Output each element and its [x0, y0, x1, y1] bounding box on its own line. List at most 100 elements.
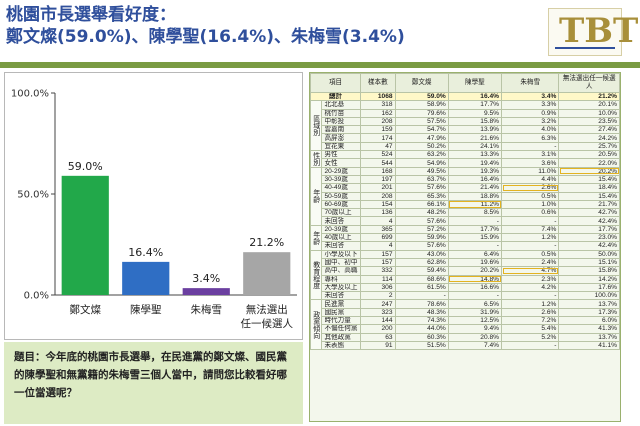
table-cell: 14.8% — [447, 274, 503, 284]
table-cell: 1.2% — [500, 233, 560, 243]
table-header: 項目 — [310, 73, 362, 93]
table-cell: 6.0% — [558, 315, 620, 326]
table-header: 陳學聖 — [447, 73, 503, 93]
table-cell: 50.0% — [558, 249, 620, 259]
table-cell: 3.3% — [500, 100, 560, 110]
row-label: 民進黨 — [321, 299, 362, 309]
table-cell: 18.8% — [447, 191, 503, 201]
table-cell: 49.5% — [394, 166, 449, 176]
table-cell: 24.1% — [447, 141, 503, 152]
table-cell: 63.7% — [394, 174, 449, 185]
table-cell: 208 — [360, 116, 396, 127]
row-label: 雲嘉南 — [321, 125, 362, 135]
table-cell: 63 — [360, 332, 396, 342]
x-tick-label: 任一候選人 — [241, 317, 294, 330]
table-cell: 208 — [360, 191, 396, 201]
title-line-2: 鄭文燦(59.0%)、陳學聖(16.4%)、朱梅雪(3.4%) — [6, 27, 405, 47]
table-cell: 699 — [360, 233, 396, 243]
table-cell: 174 — [360, 133, 396, 143]
table-cell: 2.6% — [500, 307, 560, 318]
bar-value-label: 16.4% — [128, 246, 163, 259]
table-cell: 8.5% — [447, 208, 503, 218]
table-cell: 136 — [360, 208, 396, 218]
table-row: 時代力量 144 74.3% 12.5% 7.2% 6.0% — [311, 315, 620, 326]
table-cell: 13.3% — [447, 150, 503, 160]
table-cell: 10.0% — [558, 108, 620, 118]
table-cell: 19.4% — [447, 158, 503, 168]
group-label: 年齡 — [310, 166, 323, 226]
bar — [243, 252, 291, 295]
table-cell: 197 — [360, 174, 396, 185]
table-row: 女性 544 54.9% 19.4% 3.6% 22.0% — [311, 158, 620, 168]
table-cell: 21.6% — [447, 133, 503, 143]
table-cell: 247 — [360, 299, 396, 309]
table-cell: 5.4% — [500, 324, 560, 334]
table-cell: 20.2% — [558, 166, 620, 176]
table-cell: - — [500, 241, 560, 251]
row-label: 40-49歲 — [321, 183, 362, 193]
row-label: 未表態 — [321, 340, 362, 351]
table-cell: 66.1% — [394, 199, 449, 210]
table-cell: 78.6% — [394, 299, 449, 309]
table-cell: 157 — [360, 257, 396, 268]
table-cell: 524 — [360, 150, 396, 160]
table-cell: 57.6% — [394, 183, 449, 193]
bar-chart: 0.0% 50.0% 100.0% 59.0% 鄭文燦 16.4% 陳學聖 3.4% 朱梅雪 21… — [11, 89, 297, 330]
table-cell: 12.5% — [447, 315, 503, 326]
table-cell: 60.3% — [394, 332, 449, 342]
table-cell: 4.7% — [500, 266, 560, 276]
table-cell: 24.2% — [558, 133, 620, 143]
table-header: 無法選出任一候選人 — [558, 73, 620, 93]
table-cell: 16.4% — [447, 174, 503, 185]
table-cell: 17.6% — [558, 282, 620, 293]
table-cell: 47.9% — [394, 133, 449, 143]
table-cell: 7.4% — [500, 224, 560, 235]
table-row: 大學及以上 306 61.5% 16.6% 4.2% 17.6% — [311, 282, 620, 293]
row-label: 高中、高職 — [321, 266, 362, 276]
table-row: 年齡 20-29歲 168 49.5% 19.3% 11.0% 20.2% — [310, 166, 620, 226]
row-label: 其他政黨 — [321, 332, 362, 342]
table-cell: 1.0% — [500, 199, 560, 210]
crosstab-panel: 項目 樣本數 鄭文燦 陳學聖 朱梅雪 無法選出任一候選人 總計 1068 59.0% 16.4% 3… — [309, 72, 621, 422]
table-cell: 16.4% — [447, 91, 503, 102]
table-cell: 57.5% — [394, 116, 449, 127]
table-cell: 15.9% — [447, 233, 503, 243]
table-cell: 91 — [360, 340, 396, 351]
row-label: 20-29歲 — [321, 166, 362, 176]
table-cell: 44.0% — [394, 324, 449, 334]
table-cell: 154 — [360, 199, 396, 210]
table-cell: - — [447, 241, 503, 251]
row-label: 國民黨 — [321, 307, 362, 318]
table-cell: 13.7% — [558, 332, 620, 342]
table-cell: 59.4% — [394, 266, 449, 276]
table-cell: 19.3% — [447, 166, 503, 176]
table-cell: 31.9% — [447, 307, 503, 318]
table-cell: 54.7% — [394, 125, 449, 135]
table-cell: 2 — [360, 291, 396, 301]
table-cell: 11.0% — [500, 166, 560, 176]
table-cell: 6.3% — [500, 133, 560, 143]
table-row: 雲嘉南 159 54.7% 13.9% 4.0% 27.4% — [311, 125, 620, 135]
row-label: 未回答 — [321, 291, 362, 301]
table-header: 朱梅雪 — [500, 73, 560, 93]
table-cell: 6.4% — [447, 249, 503, 259]
table-cell: 14.2% — [558, 274, 620, 284]
table-row: 國中、初中 157 62.8% 19.6% 2.4% 15.1% — [311, 257, 620, 268]
x-tick-label: 朱梅雪 — [191, 303, 223, 316]
row-label: 30-39歲 — [321, 174, 362, 185]
table-cell: 42.4% — [558, 241, 620, 251]
table-cell: 25.7% — [558, 141, 620, 152]
table-cell: 306 — [360, 282, 396, 293]
y-tick-label: 0.0% — [24, 291, 49, 302]
bar — [182, 288, 230, 295]
table-cell: 114 — [360, 274, 396, 284]
table-cell: 318 — [360, 100, 396, 110]
table-row: 40-49歲 201 57.6% 21.4% 2.6% 18.4% — [311, 183, 620, 193]
table-cell: 4 — [360, 216, 396, 226]
row-label: 高屏澎 — [321, 133, 362, 143]
accent-bar — [0, 62, 640, 68]
row-label: 國中、初中 — [321, 257, 362, 268]
table-row: 年齡 20-39歲 365 57.2% 17.7% 7.4% 17.7% — [310, 224, 620, 251]
table-header: 鄭文燦 — [394, 73, 449, 93]
chart-panel: 0.0% 50.0% 100.0% 59.0% 鄭文燦 16.4% 陳學聖 3.4% 朱梅雪 21… — [4, 72, 303, 340]
